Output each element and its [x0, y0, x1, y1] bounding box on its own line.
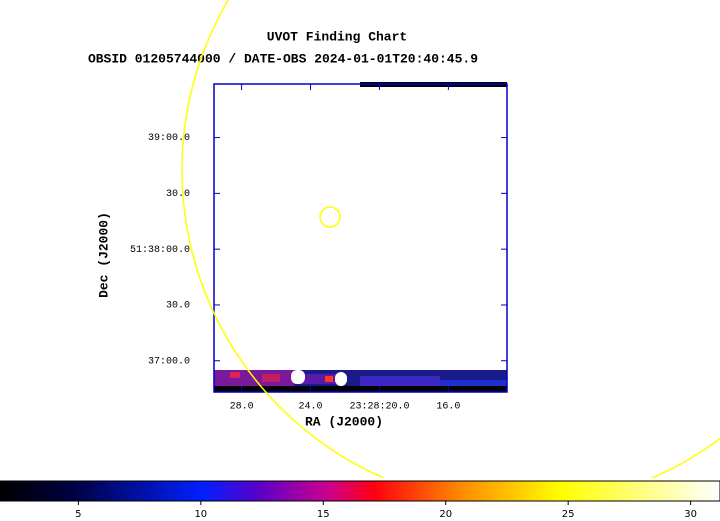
- image-noise: [300, 374, 340, 384]
- x-tick-label: 24.0: [299, 402, 323, 413]
- colorbar-tick-label: 5: [75, 509, 81, 520]
- image-saturation: [291, 370, 305, 384]
- image-noise: [262, 374, 280, 382]
- image-noise: [325, 376, 333, 382]
- image-noise: [360, 376, 440, 386]
- image-noise: [230, 372, 240, 378]
- chart-title: UVOT Finding Chart: [267, 29, 407, 44]
- colorbar-tick-label: 25: [562, 509, 575, 520]
- x-tick-label: 16.0: [436, 402, 460, 413]
- y-tick-label: 30.0: [166, 189, 190, 200]
- source-region: [319, 206, 341, 228]
- field-of-view: [181, 0, 720, 478]
- colorbar-tick-label: 30: [684, 509, 697, 520]
- image: [213, 82, 508, 393]
- image-noise: [440, 380, 507, 386]
- colorbar: [0, 480, 720, 502]
- image-saturation: [335, 372, 347, 386]
- image-edge: [214, 364, 507, 370]
- y-tick-label: 39:00.0: [148, 133, 190, 144]
- y-tick-label: 37:00.0: [148, 356, 190, 367]
- plot-frame: [213, 83, 508, 393]
- colorbar-tick-label: 15: [317, 509, 330, 520]
- y-axis-label: Dec (J2000): [96, 212, 111, 298]
- image-background: [214, 84, 507, 392]
- x-tick-label: 28.0: [230, 402, 254, 413]
- chart-subtitle: OBSID 01205744000 / DATE-OBS 2024-01-01T…: [88, 51, 478, 66]
- x-tick-label: 23:28:20.0: [349, 402, 409, 413]
- colorbar-tick-label: 10: [194, 509, 207, 520]
- y-tick-label: 30.0: [166, 301, 190, 312]
- colorbar-tick-label: 20: [439, 509, 452, 520]
- image-noise: [214, 386, 507, 392]
- y-tick-label: 51:38:00.0: [130, 245, 190, 256]
- x-axis-label: RA (J2000): [305, 414, 383, 429]
